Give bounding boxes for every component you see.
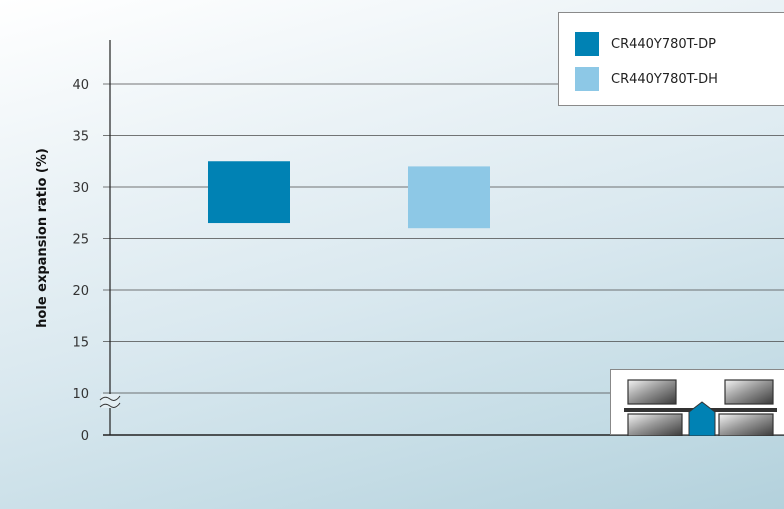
legend-label-dh: CR440Y780T-DH: [611, 71, 718, 87]
legend: CR440Y780T-DP CR440Y780T-DH: [558, 12, 784, 106]
y-tick-label-25: 25: [72, 233, 89, 248]
legend-swatch-dh: [575, 67, 599, 91]
axis-break-icon: [99, 394, 121, 408]
y-tick-label-30: 30: [72, 181, 89, 196]
y-tick-label-20: 20: [72, 284, 89, 299]
hole-expansion-test-icon: [610, 369, 784, 437]
y-tick-labels: 0 10 15 20 25 30 35 40: [72, 78, 89, 444]
bar-CR440Y780T-DP: [208, 161, 290, 224]
y-tick-label-0: 0: [81, 429, 89, 444]
y-tick-label-40: 40: [72, 78, 89, 93]
y-axis-label: hole expansion ratio (%): [35, 148, 50, 328]
gridlines: [103, 83, 784, 394]
legend-label-dp: CR440Y780T-DP: [611, 36, 716, 52]
bar-CR440Y780T-DH: [408, 166, 490, 229]
y-tick-label-15: 15: [72, 336, 89, 351]
legend-item-dp: CR440Y780T-DP: [575, 32, 716, 56]
legend-swatch-dp: [575, 32, 599, 56]
bars: [208, 161, 490, 229]
y-tick-label-35: 35: [72, 130, 89, 145]
y-tick-label-10: 10: [72, 387, 89, 402]
legend-item-dh: CR440Y780T-DH: [575, 67, 718, 91]
punch-die-illustration: [624, 379, 777, 437]
